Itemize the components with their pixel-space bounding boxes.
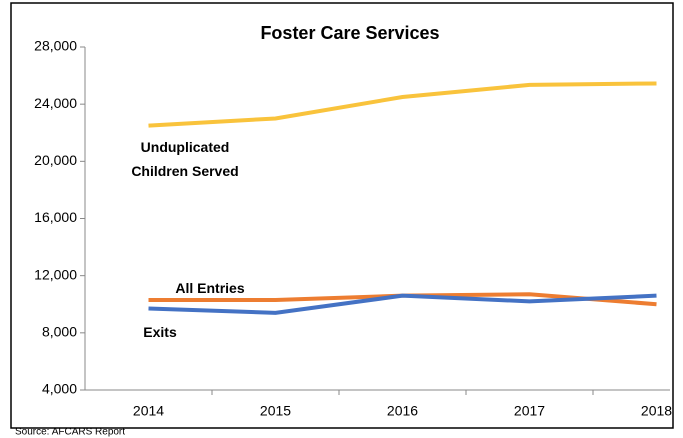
x-tick-label: 2018 xyxy=(641,403,672,419)
y-tick-label: 28,000 xyxy=(34,38,77,54)
series-line xyxy=(148,293,657,315)
series-line xyxy=(148,81,657,128)
y-tick-label: 24,000 xyxy=(34,95,77,111)
x-tick-label: 2017 xyxy=(514,403,545,419)
series-label: All Entries xyxy=(175,280,245,296)
series-label: Exits xyxy=(143,324,177,340)
y-tick-label: 20,000 xyxy=(34,152,77,168)
frame xyxy=(10,2,674,429)
y-tick-label: 8,000 xyxy=(42,324,77,340)
series-label: Unduplicated Children Served xyxy=(131,139,239,179)
y-tick-label: 12,000 xyxy=(34,266,77,282)
x-tick-label: 2016 xyxy=(387,403,418,419)
x-tick-label: 2015 xyxy=(260,403,291,419)
x-tick-label: 2014 xyxy=(133,403,164,419)
y-tick-label: 4,000 xyxy=(42,381,77,397)
chart-title: Foster Care Services xyxy=(260,23,439,43)
y-tick-label: 16,000 xyxy=(34,209,77,225)
source-note: Source: AFCARS Report xyxy=(15,427,125,438)
